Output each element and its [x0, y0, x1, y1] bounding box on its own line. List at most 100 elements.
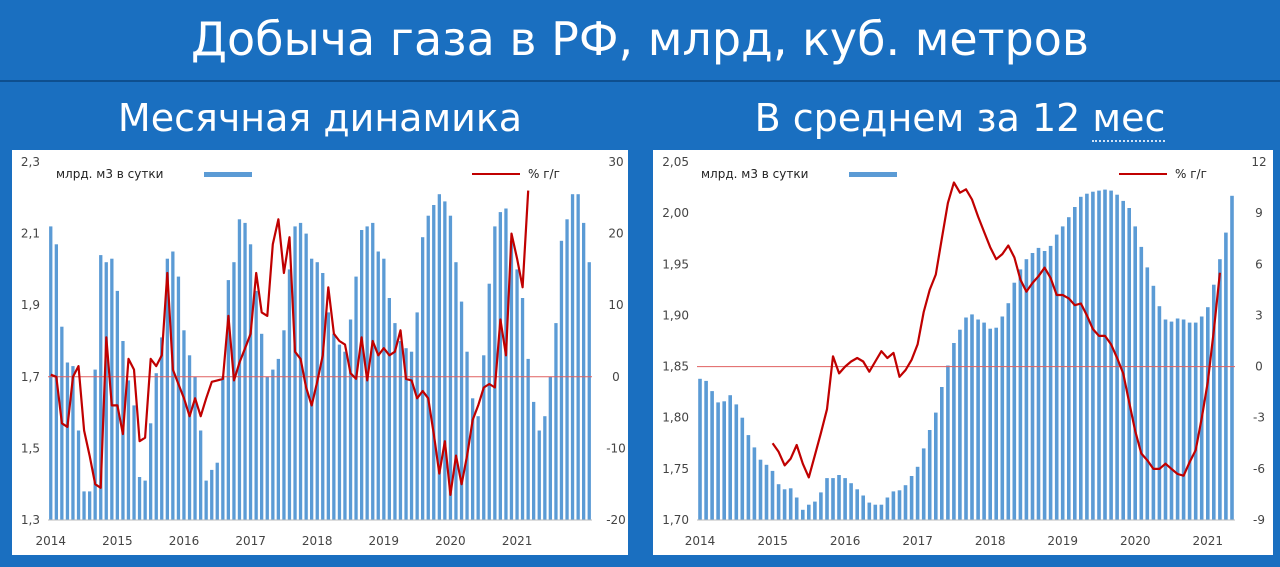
- title-bar: [0, 0, 1280, 82]
- rolling-chart: 2,05 2,00 1,95 1,90 1,85 1,80 1,75 1,70 12 9 6 3 0 -3…: [662, 155, 1266, 548]
- legend-bar-swatch: [204, 172, 252, 177]
- bar: [104, 262, 108, 520]
- bar: [554, 323, 558, 520]
- bar: [1181, 319, 1186, 520]
- bar: [921, 448, 926, 520]
- right-subtitle-underlined: мес: [1092, 96, 1166, 142]
- bar: [99, 255, 103, 520]
- bar: [1000, 316, 1005, 520]
- bar: [520, 298, 525, 520]
- bar: [93, 369, 97, 520]
- bar: [454, 262, 458, 520]
- right-subtitle: В среднем за 12 мес: [640, 94, 1280, 142]
- bar: [465, 351, 469, 520]
- bar: [260, 333, 264, 520]
- bar: [459, 301, 464, 520]
- bar: [393, 323, 397, 520]
- bar: [867, 502, 872, 520]
- bar: [293, 226, 297, 520]
- y-tick-label: 1,5: [21, 441, 40, 455]
- bar: [843, 478, 847, 520]
- bar: [1121, 200, 1125, 520]
- bar: [154, 373, 158, 520]
- bar: [1030, 253, 1035, 520]
- bar: [382, 258, 386, 520]
- bar: [903, 485, 908, 520]
- bar: [1006, 303, 1011, 520]
- bar: [471, 398, 475, 520]
- bar: [271, 369, 275, 520]
- bar: [215, 462, 219, 520]
- y-tick-label: 1,80: [662, 411, 689, 425]
- bar: [1073, 207, 1077, 520]
- bar: [1139, 246, 1144, 520]
- legend-line-label: % г/г: [528, 167, 560, 181]
- x-tick-label: 2018: [975, 534, 1006, 548]
- y-tick-label: 1,95: [662, 257, 689, 271]
- x-tick-label: 2016: [169, 534, 200, 548]
- bar: [855, 489, 859, 520]
- bar: [927, 430, 932, 520]
- y2-tick-label: 9: [1255, 206, 1263, 220]
- bar: [515, 269, 519, 520]
- bar: [476, 416, 480, 520]
- bar: [982, 322, 986, 520]
- bar: [1048, 245, 1053, 520]
- bar: [1187, 322, 1192, 520]
- bar: [437, 194, 441, 520]
- bar: [482, 355, 486, 520]
- bar: [543, 416, 547, 520]
- bar: [1012, 282, 1017, 520]
- bar: [1097, 190, 1101, 520]
- bar: [498, 212, 502, 520]
- bar: [764, 464, 769, 520]
- legend-bar-label: млрд. м3 в сутки: [56, 167, 163, 181]
- bar: [1212, 284, 1216, 520]
- bar: [149, 423, 153, 520]
- bar: [187, 355, 192, 520]
- bar: [321, 273, 325, 520]
- y-tick-label: 1,9: [21, 298, 40, 312]
- y2-tick-label: -9: [1253, 513, 1265, 527]
- bar: [582, 222, 586, 520]
- bar: [587, 262, 591, 520]
- bar: [819, 492, 823, 520]
- bar: [722, 401, 726, 520]
- bar: [1085, 193, 1089, 520]
- bar: [193, 376, 197, 520]
- y2-tick-label: -20: [606, 513, 626, 527]
- bar: [265, 376, 269, 520]
- bar: [310, 258, 314, 520]
- rolling-chart-panel: 2,05 2,00 1,95 1,90 1,85 1,80 1,75 1,70 12 9 6 3 0 -3…: [653, 150, 1273, 555]
- y-tick-label: 1,3: [21, 513, 40, 527]
- bar: [326, 312, 330, 520]
- x-tick-label: 2021: [502, 534, 533, 548]
- bar: [387, 298, 391, 520]
- bar: [226, 280, 230, 520]
- x-tick-label: 2017: [902, 534, 933, 548]
- x-tick-label: 2020: [1120, 534, 1151, 548]
- bar: [958, 329, 962, 520]
- bar: [143, 480, 147, 520]
- bar: [801, 509, 805, 520]
- bar: [421, 237, 425, 520]
- bar: [934, 412, 938, 520]
- bar: [204, 480, 208, 520]
- bar: [831, 478, 835, 520]
- x-tick-label: 2019: [1047, 534, 1078, 548]
- y-tick-label: 2,05: [662, 155, 689, 169]
- bar: [861, 495, 865, 520]
- bar: [976, 319, 980, 520]
- bar: [988, 328, 992, 520]
- bar: [1091, 191, 1095, 520]
- bar: [243, 222, 247, 520]
- bar: [1133, 226, 1137, 520]
- y2-tick-label: 12: [1251, 155, 1266, 169]
- bar: [909, 476, 914, 520]
- bar: [415, 312, 419, 520]
- bar: [716, 402, 720, 520]
- bar: [1036, 247, 1041, 520]
- bar: [897, 490, 902, 520]
- bar: [752, 447, 757, 520]
- bar: [734, 404, 739, 520]
